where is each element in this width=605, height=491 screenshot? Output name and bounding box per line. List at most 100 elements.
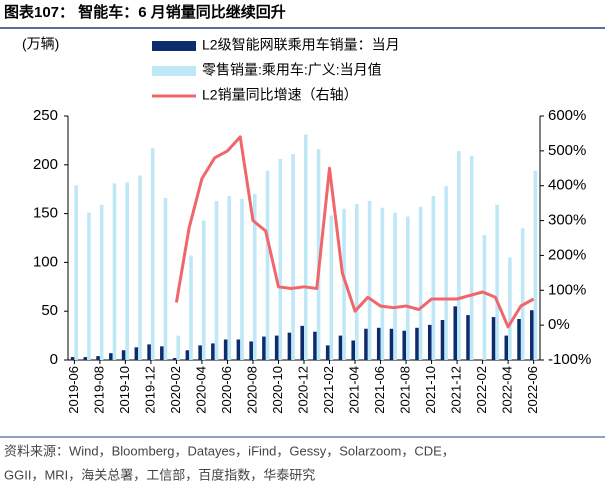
bar: [236, 339, 241, 360]
bar: [402, 330, 407, 360]
y2-tick-label: 600%: [548, 107, 586, 124]
y-tick-label: 0: [50, 351, 58, 368]
bar: [163, 197, 168, 360]
bar: [380, 207, 385, 360]
bar: [520, 228, 525, 360]
bar: [112, 183, 117, 360]
bar: [176, 335, 181, 360]
bar: [530, 310, 534, 360]
bar: [96, 356, 100, 360]
x-tick-label: 2019-06: [66, 366, 81, 414]
x-tick-label: 2020-06: [219, 366, 234, 414]
x-tick-label: 2022-02: [474, 366, 489, 414]
bar: [274, 335, 279, 360]
bar: [291, 154, 295, 360]
bar: [406, 216, 410, 360]
x-tick-label: 2021-10: [423, 366, 438, 414]
legend-swatch: [152, 66, 196, 76]
bar: [482, 235, 487, 360]
bar: [252, 194, 257, 360]
bar: [198, 345, 202, 360]
bar: [223, 339, 228, 360]
bar: [287, 332, 292, 360]
bar: [109, 353, 113, 360]
bar: [444, 186, 448, 360]
bar: [134, 347, 139, 360]
bar: [329, 215, 334, 360]
y2-tick-label: -100%: [548, 351, 591, 368]
bar: [338, 335, 343, 360]
bar: [469, 156, 474, 360]
bar: [364, 328, 368, 360]
x-tick-label: 2019-08: [91, 366, 106, 414]
y2-tick-label: 100%: [548, 281, 586, 298]
bar: [491, 317, 496, 360]
bar: [533, 170, 538, 360]
legend-swatch: [152, 41, 196, 51]
y2-tick-label: 500%: [548, 142, 586, 159]
bar: [325, 345, 330, 360]
bar: [457, 151, 461, 360]
bar: [125, 182, 130, 360]
x-tick-label: 2021-06: [372, 366, 387, 414]
y-tick-label: 100: [33, 253, 58, 270]
bar: [517, 319, 521, 360]
x-tick-label: 2019-10: [117, 366, 132, 414]
y2-tick-label: 200%: [548, 246, 586, 263]
bar: [351, 340, 356, 360]
bar: [418, 206, 423, 360]
source: 资料来源：Wind，Bloomberg，Datayes，iFind，Gessy，…: [4, 443, 455, 458]
bar: [147, 344, 151, 360]
bar: [304, 134, 308, 360]
chart-title: 图表107： 智能车：6 月销量同比继续回升: [4, 3, 286, 21]
y-tick-label: 200: [33, 156, 58, 173]
bar: [74, 185, 78, 360]
bar: [431, 196, 436, 360]
x-tick-label: 2020-02: [168, 366, 183, 414]
bar: [160, 346, 164, 360]
bar: [376, 327, 381, 360]
bar: [427, 324, 432, 360]
bar: [83, 357, 88, 360]
bar: [466, 315, 470, 360]
x-tick-label: 2020-10: [270, 366, 285, 414]
x-tick-label: 2020-08: [244, 366, 259, 414]
bar: [313, 331, 317, 360]
bar: [211, 343, 215, 360]
x-tick-label: 2020-04: [193, 366, 208, 414]
x-tick-label: 2022-06: [525, 366, 540, 414]
bar: [189, 255, 193, 360]
y-tick-label: 50: [41, 302, 58, 319]
x-tick-label: 2021-02: [321, 366, 336, 414]
legend-label: 零售销量:乘用车:广义:当月值: [202, 62, 382, 78]
y-tick-label: 250: [33, 107, 58, 124]
legend-label: L2销量同比增速（右轴）: [202, 87, 358, 103]
x-tick-label: 2021-12: [449, 366, 464, 414]
bar: [185, 350, 190, 360]
x-tick-label: 2022-04: [500, 366, 515, 414]
bar: [508, 257, 512, 360]
bar: [342, 208, 346, 360]
bar: [70, 357, 75, 360]
x-tick-label: 2021-08: [397, 366, 412, 414]
bar: [367, 200, 372, 360]
bar: [249, 341, 253, 360]
y-axis-label: (万辆): [22, 36, 59, 52]
bar: [150, 148, 155, 360]
bar: [355, 203, 359, 360]
bar: [389, 328, 394, 360]
bar: [138, 175, 142, 360]
source: GGII，MRI，海关总署，工信部，百度指数，华泰研究: [4, 467, 315, 482]
bar: [393, 212, 397, 360]
bar: [504, 335, 509, 360]
y-tick-label: 150: [33, 205, 58, 222]
bar: [278, 158, 283, 360]
legend-label: L2级智能网联乘用车销量：当月: [202, 37, 400, 53]
bar: [453, 306, 458, 360]
bar: [121, 350, 126, 360]
x-tick-label: 2020-12: [295, 366, 310, 414]
y2-tick-label: 400%: [548, 177, 586, 194]
bar: [240, 198, 244, 360]
bar: [495, 204, 499, 360]
bar: [316, 149, 321, 360]
